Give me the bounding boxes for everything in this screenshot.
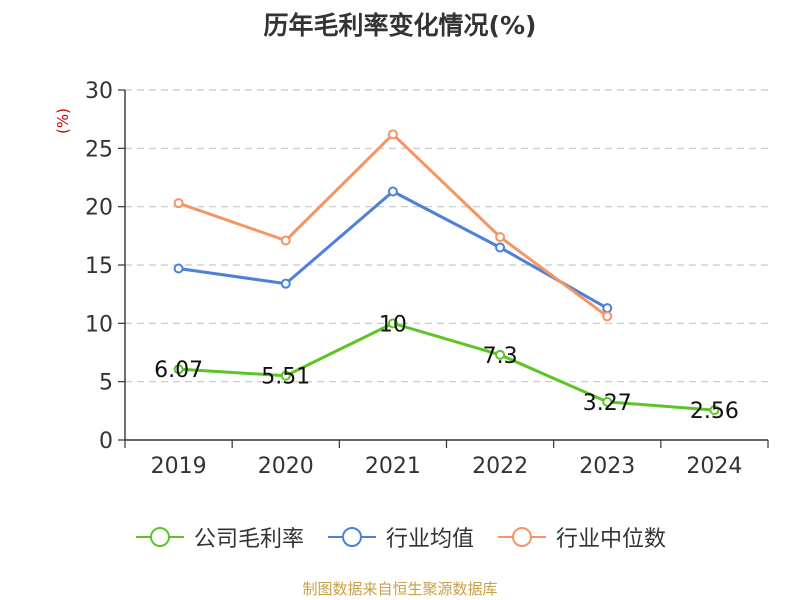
source-footer: 制图数据来自恒生聚源数据库 — [302, 580, 498, 598]
series-1-point-2023 — [602, 303, 613, 314]
series-0-point-2019 — [173, 364, 184, 375]
series-1-point-2021 — [387, 186, 398, 197]
series-1-point-2020 — [280, 278, 291, 289]
legend-label: 行业中位数 — [556, 527, 667, 552]
axes: 0 5 10 15 20 25 30 2019 2020 2021 2022 2023 2024 — [85, 79, 769, 479]
y-tick-label-25: 25 — [85, 137, 113, 162]
series-lines — [173, 129, 720, 416]
series-0-point-2020 — [280, 370, 291, 381]
series-2-point-2022 — [495, 232, 506, 242]
data-label-2020: 5.51 — [261, 365, 310, 390]
data-label-2023: 3.27 — [583, 391, 632, 416]
series-0-point-2021 — [387, 318, 398, 329]
x-tick-label-2023: 2023 — [579, 454, 635, 479]
series-2-point-2020 — [280, 235, 291, 246]
data-label-2019: 6.07 — [154, 358, 203, 383]
legend: 公司毛利率 行业均值 行业中位数 — [0, 520, 800, 554]
data-labels: 6.07 5.51 10 7.3 3.27 2.56 — [154, 312, 739, 424]
y-tick-label-5: 5 — [99, 371, 113, 396]
legend-swatch-marker — [512, 527, 532, 547]
data-label-2024: 2.56 — [690, 399, 739, 424]
x-tick-label-2021: 2021 — [365, 454, 421, 479]
legend-swatch-marker — [149, 527, 170, 547]
legend-label: 行业均值 — [385, 527, 474, 552]
series-0-point-2023 — [602, 396, 613, 407]
legend-label: 公司毛利率 — [193, 527, 304, 552]
line-chart: 0 5 10 15 20 25 30 2019 2020 2021 2022 2023 2024 6.0… — [85, 79, 769, 479]
series-line-1 — [178, 190, 608, 310]
legend-item-2[interactable]: 行业中位数 — [496, 521, 666, 553]
data-label-2022: 7.3 — [483, 344, 518, 369]
legend-swatch-icon — [327, 527, 376, 547]
legend-item-1[interactable]: 行业均值 — [326, 521, 474, 553]
series-2-point-2019 — [173, 198, 184, 209]
y-tick-label-10: 10 — [85, 312, 113, 337]
x-tick-label-2019: 2019 — [151, 454, 207, 479]
series-1-point-2022 — [495, 242, 506, 253]
series-1-point-2019 — [173, 263, 184, 274]
y-tick-label-15: 15 — [85, 254, 113, 279]
x-tick-label-2020: 2020 — [258, 454, 314, 479]
y-tick-label-0: 0 — [99, 429, 113, 454]
y-tick-label-30: 30 — [85, 79, 113, 104]
legend-swatch-marker — [341, 527, 362, 547]
data-label-2021: 10 — [379, 312, 407, 337]
chart-title: 历年毛利率变化情况(%) — [263, 11, 537, 40]
series-2-point-2021 — [387, 129, 398, 140]
legend-swatch-icon — [498, 527, 546, 547]
series-line-0 — [178, 321, 715, 412]
x-tick-label-2022: 2022 — [472, 454, 528, 479]
legend-swatch-icon — [135, 527, 184, 547]
y-tick-label-20: 20 — [85, 196, 113, 221]
series-2-point-2023 — [602, 311, 613, 322]
legend-item-0[interactable]: 公司毛利率 — [134, 521, 304, 553]
x-tick-label-2024: 2024 — [686, 454, 742, 479]
series-0-point-2024 — [709, 405, 720, 416]
series-0-point-2022 — [495, 349, 506, 360]
series-line-2 — [178, 132, 609, 318]
